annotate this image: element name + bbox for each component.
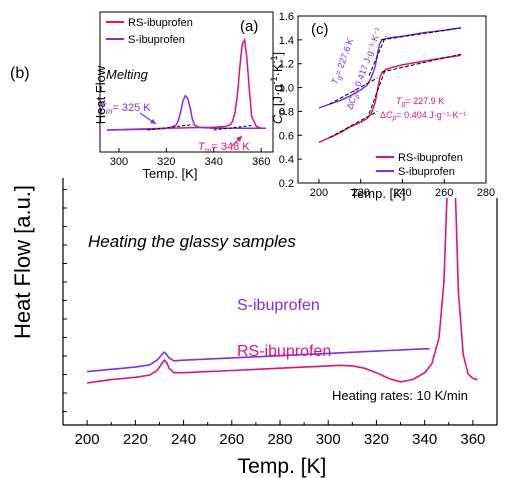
inset-c-series — [318, 27, 462, 144]
inset-a-frame — [99, 11, 274, 153]
main-series-line — [87, 348, 430, 373]
tm-s-label: Tm= 325 K — [99, 102, 151, 116]
inset-c-fit-line — [381, 27, 462, 41]
dcp-rs-value: = 0.404 J·g⁻¹·K⁻¹ — [396, 110, 466, 120]
s-ibuprofen-curve-label: S-ibuprofen — [237, 297, 320, 314]
main-x-tick-label: 320 — [364, 431, 389, 448]
tg-rs-label: Tg= 227.9 K — [396, 96, 444, 108]
inset-c: 200 220 240 260 280 0.2 0.4 0.6 0.8 1.0 1.2 1.4 1.6 — [279, 11, 495, 199]
inset-a-x-title: Temp. [K] — [143, 166, 198, 181]
main-x-tick-label: 340 — [412, 431, 437, 448]
main-x-tick-label: 280 — [267, 431, 292, 448]
inset-a-series — [107, 37, 266, 131]
tm-rs-label: Tm= 348 K — [198, 141, 250, 155]
inset-c-legend-label: RS-ibuprofen — [398, 152, 463, 164]
inset-a-series-line — [107, 37, 266, 131]
inset-c-y-tick-label: 1.2 — [279, 59, 294, 71]
inset-c-x-tick-label: 200 — [310, 187, 328, 199]
inset-c-fit-line — [329, 77, 378, 105]
melting-label: Melting — [106, 67, 149, 82]
inset-a-series-line — [107, 94, 266, 131]
main-x-tick-label: 240 — [171, 431, 196, 448]
main-x-tick-label: 260 — [219, 431, 244, 448]
inset-c-background — [276, 8, 502, 198]
heating-note: Heating the glassy samples — [88, 232, 296, 251]
inset-a-onset-tangent — [213, 125, 252, 131]
inset-c-y-tick-label: 0.4 — [279, 154, 294, 166]
x-axis-title: Temp. [K] — [238, 455, 327, 478]
inset-c-frame — [297, 15, 487, 184]
main-x-tick-label: 300 — [316, 431, 341, 448]
inset-c-legend: RS-ibuprofen S-ibuprofen — [376, 152, 463, 178]
inset-a-legend-label: RS-ibuprofen — [128, 17, 193, 29]
inset-c-y-tick-label: 1.4 — [279, 35, 294, 47]
rates-note: Heating rates: 10 K/min — [332, 388, 468, 403]
inset-c-y-tick-label: 1.6 — [279, 11, 294, 23]
tm-rs-value: = 348 K — [211, 141, 250, 153]
panel-b-label: (b) — [10, 65, 30, 82]
inset-c-y-tick-label: 0.2 — [279, 178, 294, 190]
inset-c-x-title: Temp. [K] — [351, 186, 406, 201]
inset-c-panel-label: (c) — [311, 21, 329, 38]
inset-c-fit-line — [329, 110, 378, 139]
rs-ibuprofen-curve-label: RS-ibuprofen — [237, 343, 331, 360]
main-x-tick-label: 360 — [460, 431, 485, 448]
inset-c-x-tick-label: 240 — [393, 187, 411, 199]
inset-a-x-tick-label: 360 — [252, 156, 270, 168]
inset-c-y-title: Cp [J·g-1·K-1] — [269, 52, 287, 124]
main-x-tick-label: 200 — [75, 431, 100, 448]
inset-c-x-tick-label: 280 — [477, 187, 495, 199]
inset-a-x-tick-label: 320 — [157, 156, 175, 168]
dcp-rs-label: ΔCp= 0.404 J·g⁻¹·K⁻¹ — [380, 110, 466, 122]
inset-a-panel-label: (a) — [240, 18, 258, 35]
inset-c-fit-line — [368, 68, 387, 114]
tg-rs-value: = 227.9 K — [405, 96, 444, 106]
inset-c-series-line — [318, 27, 462, 109]
tm-rs-arrowhead — [236, 136, 242, 142]
inset-c-fit-line — [368, 36, 387, 76]
inset-c-y-tick-label: 0.6 — [279, 130, 294, 142]
tm-s-value: = 325 K — [112, 102, 151, 114]
main-axes: 200 220 240 260 280 300 320 340 360 — [62, 51, 498, 448]
main-x-tick-label: 220 — [123, 431, 148, 448]
inset-a-legend-label: S-ibuprofen — [128, 34, 185, 46]
inset-a: 300 320 340 360 RS-ibuprofen S-ibuprofen — [99, 11, 274, 168]
inset-a-x-tick-label: 300 — [110, 156, 128, 168]
inset-c-y-tick-label: 1.0 — [279, 83, 294, 95]
inset-a-x-tick-label: 340 — [205, 156, 223, 168]
inset-c-fit-line — [381, 53, 462, 73]
tm-s-arrowhead — [150, 119, 156, 124]
inset-a-y-title: Heat Flow — [93, 65, 108, 124]
inset-c-y-tick-label: 0.8 — [279, 106, 294, 118]
inset-c-x-tick-label: 220 — [351, 187, 369, 199]
inset-a-onset-tangent — [147, 124, 193, 131]
inset-c-legend-label: S-ibuprofen — [398, 166, 455, 178]
y-axis-title: Heat Flow [a.u.] — [10, 185, 35, 339]
inset-c-x-tick-label: 260 — [435, 187, 453, 199]
